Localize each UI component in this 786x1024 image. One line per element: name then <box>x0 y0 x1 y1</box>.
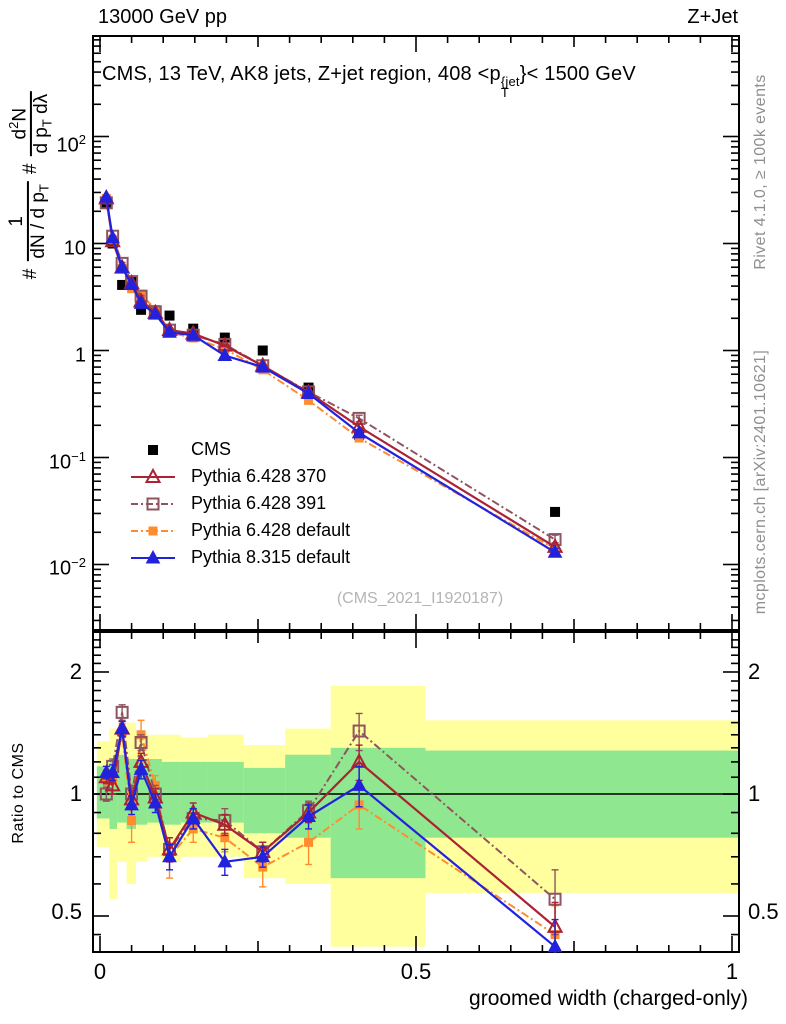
plot-title-text-end: }< 1500 GeV <box>519 63 636 85</box>
legend-item-pythia-6-428-391: Pythia 6.428 391 <box>130 490 350 517</box>
ylabel-hash-2: # <box>20 163 41 175</box>
xtick-1: 1 <box>725 959 739 984</box>
ratio-ytick-05-right: 0.5 <box>748 899 779 924</box>
legend-label: Pythia 6.428 370 <box>191 466 327 486</box>
xtick-05: 0.5 <box>400 959 432 984</box>
uncertainty-bands <box>96 685 738 947</box>
legend-marker-cms <box>148 444 158 455</box>
xtick-0: 0 <box>93 959 107 984</box>
x-axis-title: groomed width (charged-only) <box>469 987 748 1010</box>
legend-marker-pythia-8-315-default <box>131 549 175 563</box>
analysis-id-watermark: (CMS_2021_I1920187) <box>336 590 504 607</box>
legend-label: Pythia 8.315 default <box>191 547 351 567</box>
ratio-ytick-2-right: 2 <box>748 659 761 684</box>
main-ytick-100: 102 <box>56 132 86 157</box>
series-pythia-8-315-default-ratio <box>98 720 563 953</box>
plot-title: CMS, 13 TeV, AK8 jets, Z+jet region, 408… <box>102 62 636 100</box>
ratio-ytick-1-right: 1 <box>748 781 761 806</box>
pt-jet-superscript: {jet T <box>500 74 520 100</box>
ratio-plot-area <box>92 631 740 953</box>
x-axis-ticks <box>99 37 733 629</box>
main-ytick-0p01: 10−2 <box>48 555 86 580</box>
legend-label: Pythia 6.428 default <box>191 520 351 540</box>
header-beam-energy: 13000 GeV pp <box>98 6 227 28</box>
main-ytick-10: 10 <box>63 237 86 260</box>
main-ytick-1: 1 <box>74 344 86 367</box>
legend-marker-pythia-6-428-default <box>131 526 175 535</box>
header-process: Z+Jet <box>687 6 738 28</box>
ylabel-hash-1: # <box>20 268 41 280</box>
ratio-ytick-05-left: 0.5 <box>51 899 82 924</box>
legend-label: Pythia 6.428 391 <box>191 493 327 513</box>
ratio-y-axis-ticks <box>94 639 738 936</box>
legend-item-pythia-6-428-default: Pythia 6.428 default <box>130 517 350 544</box>
uncertainty-band-green <box>96 747 738 879</box>
legend-marker-pythia-6-428-370 <box>131 467 175 483</box>
legend: CMS Pythia 6.428 370 Pythia 6.428 391 Pythi… <box>130 436 350 571</box>
main-y-axis-ticks <box>94 39 738 622</box>
series-pythia-8-315-default <box>98 189 563 558</box>
main-ytick-0p1: 10−1 <box>48 449 86 474</box>
legend-item-pythia-8-315-default: Pythia 8.315 default <box>130 544 350 571</box>
legend-marker-pythia-6-428-391 <box>131 497 175 510</box>
legend-item-cms: CMS <box>130 436 350 463</box>
plot-title-text: CMS, 13 TeV, AK8 jets, Z+jet region, 408… <box>102 63 501 85</box>
legend-label: CMS <box>191 439 231 459</box>
main-plot-area <box>92 35 740 631</box>
ratio-ytick-1-left: 1 <box>69 781 82 806</box>
ratio-ytick-2-left: 2 <box>69 659 82 684</box>
legend-item-pythia-6-428-370: Pythia 6.428 370 <box>130 463 350 490</box>
